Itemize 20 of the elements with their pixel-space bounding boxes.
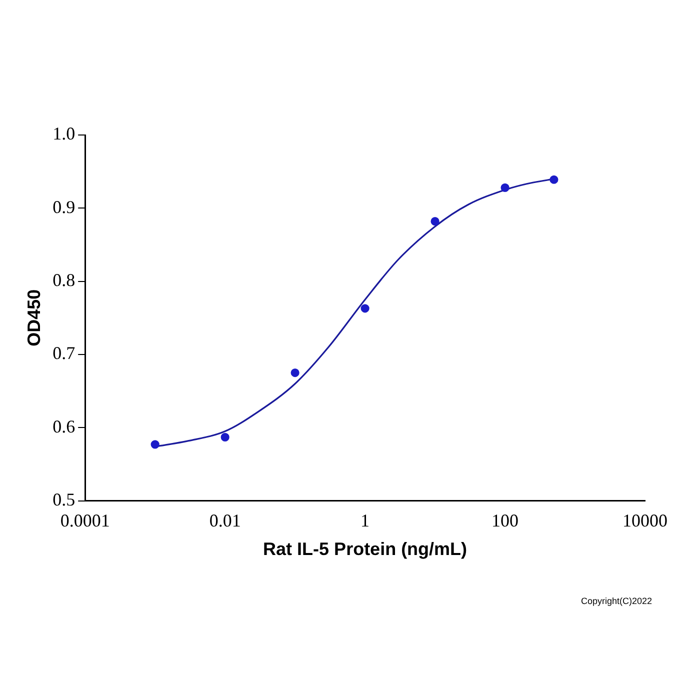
- y-tick-label: 0.7: [52, 343, 76, 364]
- point: [150, 440, 160, 449]
- point: [290, 368, 300, 378]
- x-axis-title: Rat IL-5 Protein (ng/mL): [263, 539, 468, 560]
- y-tick-label: 0.8: [52, 270, 76, 290]
- y-tick-label: 0.6: [52, 416, 76, 436]
- x-tick-label: 100: [492, 510, 519, 530]
- text: Copyright(C)2022: [580, 596, 652, 606]
- x-tick-label: 0.01: [209, 510, 241, 530]
- point: [430, 217, 440, 226]
- y-tick-label: 0.9: [52, 196, 76, 217]
- y-axis-title: OD450: [24, 289, 44, 346]
- x-tick-label: 1: [360, 510, 370, 530]
- point: [220, 432, 230, 442]
- point: [360, 304, 370, 313]
- x-tick-label: 10000: [622, 510, 668, 530]
- y-tick-label: 1.0: [52, 124, 76, 144]
- point: [500, 183, 510, 192]
- x-tick-label: 0.0001: [60, 510, 110, 530]
- y-tick-label: 0.5: [52, 490, 76, 510]
